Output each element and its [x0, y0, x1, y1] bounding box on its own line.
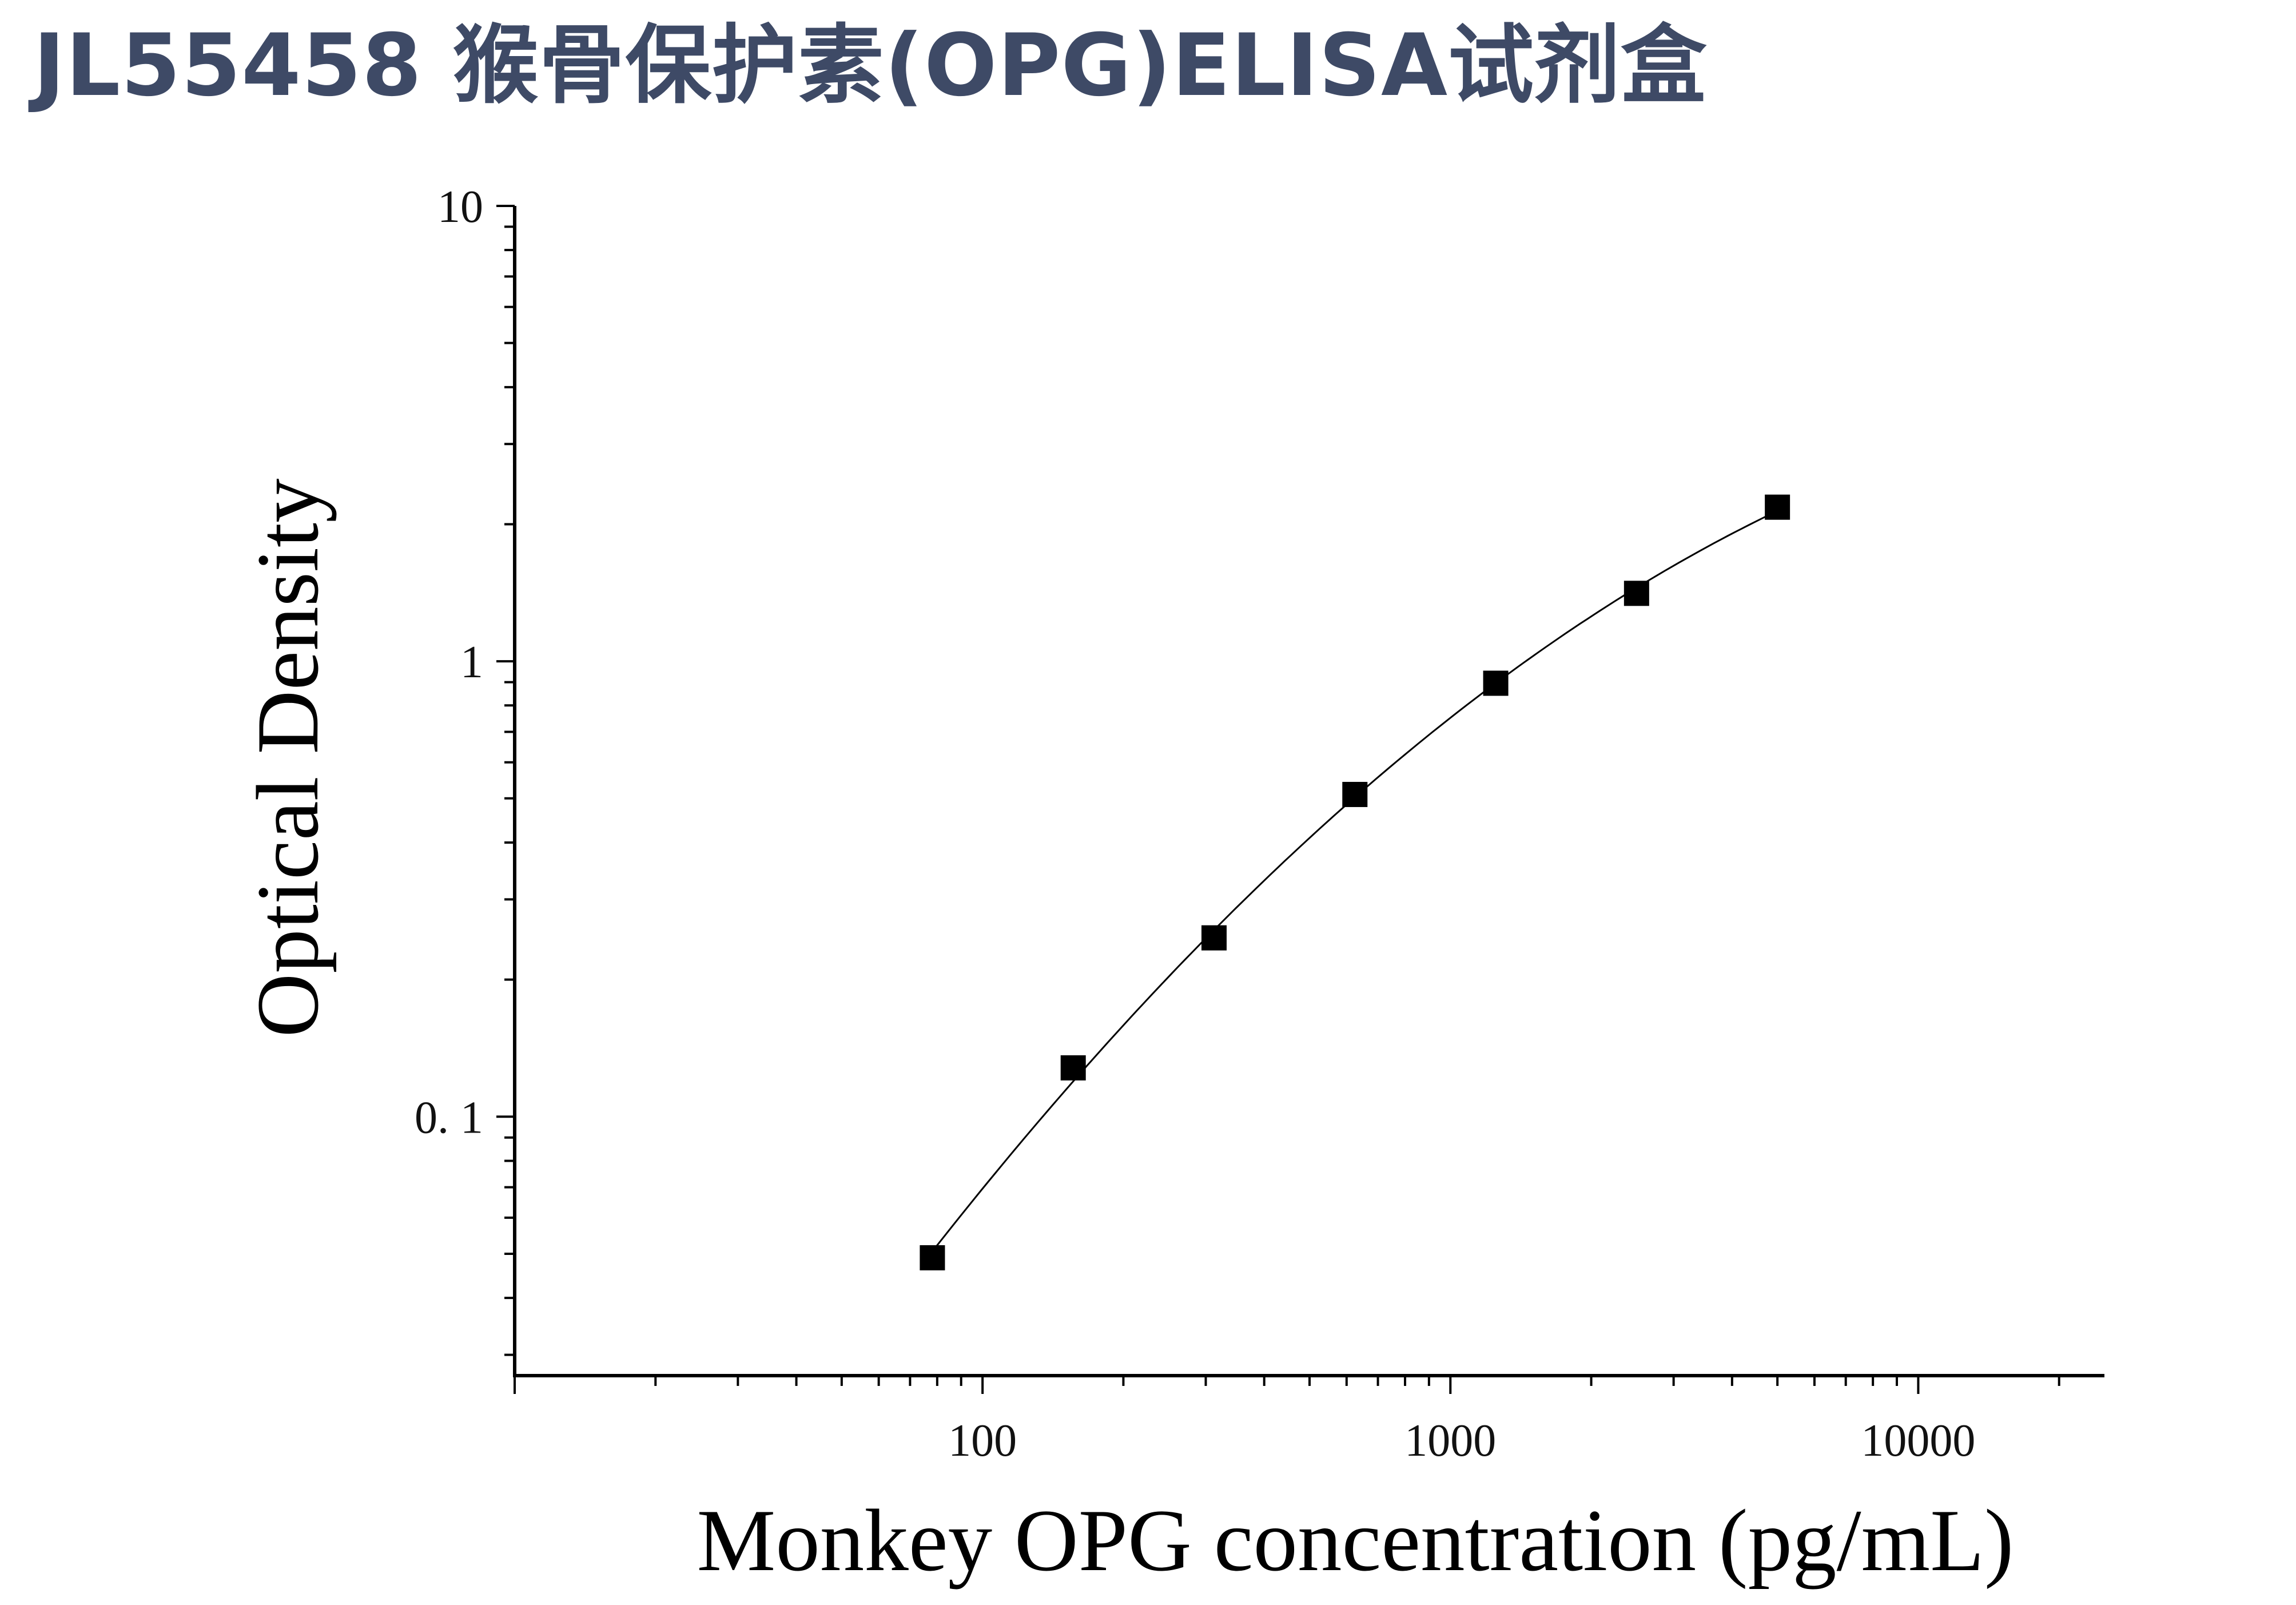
- data-point: [1342, 781, 1368, 807]
- data-point: [1765, 494, 1790, 520]
- data-point: [1201, 925, 1227, 951]
- y-axis-title: Optical Density: [238, 478, 337, 1037]
- data-points: [920, 494, 1790, 1270]
- fit-curve-line: [932, 510, 1778, 1252]
- y-tick-label: 1: [460, 637, 483, 688]
- x-tick-label: 1000: [1404, 1416, 1496, 1466]
- y-tick-label: 10: [437, 182, 483, 232]
- x-tick-label: 10000: [1861, 1416, 1975, 1466]
- data-point: [920, 1245, 945, 1270]
- data-point: [1483, 670, 1509, 696]
- page-title: JL55458 猴骨保护素(OPG)ELISA试剂盒: [33, 16, 1708, 116]
- x-tick-label: 100: [948, 1416, 1017, 1466]
- y-tick-label: 0. 1: [415, 1092, 483, 1143]
- data-point: [1060, 1055, 1086, 1080]
- chart-axes: 100 1000 10000 0. 1 1 10: [415, 182, 2104, 1466]
- x-axis-title: Monkey OPG concentration (pg/mL): [697, 1491, 2014, 1590]
- data-point: [1623, 581, 1649, 606]
